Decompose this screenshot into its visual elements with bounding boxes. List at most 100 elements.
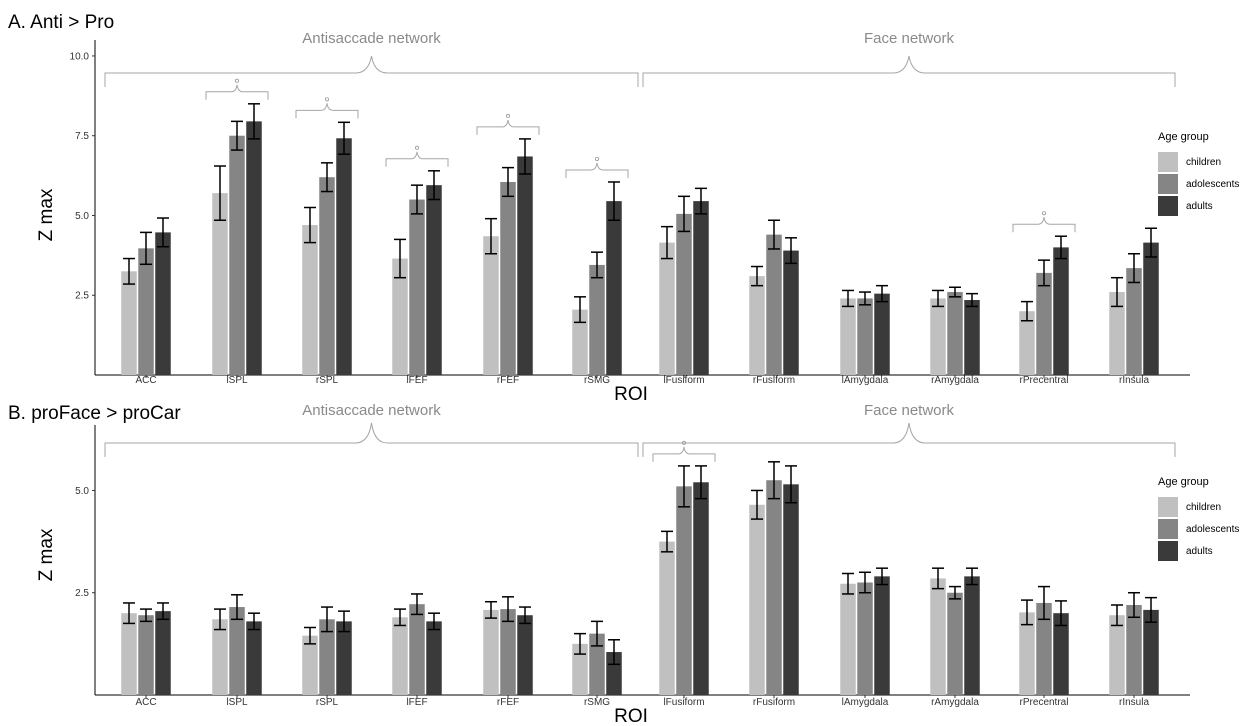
panel-a-bar-children-rAmygdala [930,298,946,375]
panel-b-legend-label-adults: adults [1186,546,1213,557]
panel-a-significance-bracket [295,103,359,119]
panel-b-legend-label-adolescents: adolescents [1186,524,1239,535]
panel-a-bar-adolescents-ACC [138,248,154,375]
panel-a-bar-adolescents-rPrecentral [1036,272,1052,375]
panel-a-bar-adolescents-lAmygdala [857,298,873,375]
panel-b-bar-adolescents-lFEF [409,604,425,695]
panel-b-y-tick-label: 5.0 [75,486,89,497]
panel-a-bar-adolescents-lFusiform [676,213,692,375]
panel-a-legend-title: Age group [1158,131,1209,143]
panel-a-y-tick-label: 7.5 [75,131,89,142]
panel-a-bar-adolescents-rSMG [589,264,605,375]
panel-b-bar-children-lSPL [212,619,228,695]
panel-a-bar-adults-lFusiform [693,201,709,375]
panel-a-bar-children-rFEF [483,236,499,375]
panel-a-significance-marker [324,97,329,102]
panel-b-group-bracket [642,422,1176,457]
panel-a-bar-children-lAmygdala [840,298,856,375]
panel-a-x-tick-label-rAmygdala: rAmygdala [931,375,979,386]
panel-b-bar-adolescents-lSPL [229,607,245,695]
panel-b-group-bracket [104,422,639,457]
panel-b-x-tick-label-lFEF: lFEF [406,697,427,708]
panel-a-bar-adults-rInsula [1143,242,1159,375]
panel-a-legend: Age group children adolescents adults [1158,131,1239,216]
panel-a-bar-adults-rAmygdala [964,300,980,375]
panel-a-bar-adolescents-lSPL [229,135,245,375]
panel-a-x-tick-label-rSMG: rSMG [584,375,610,386]
panel-b-x-tick-label-rAmygdala: rAmygdala [931,697,979,708]
panel-a-bar-children-rInsula [1109,292,1125,375]
panel-a-y-tick-label: 5.0 [75,211,89,222]
panel-b-bar-adolescents-rSPL [319,619,335,695]
panel-a-bar-children-lSPL [212,193,228,375]
panel-a-title: A. Anti > Pro [8,12,114,33]
panel-b-bar-adults-rInsula [1143,609,1159,695]
panel-b-bar-children-lAmygdala [840,583,856,695]
panel-b-legend-title: Age group [1158,476,1209,488]
panel-b-bar-adults-lSPL [246,621,262,695]
panel-a-legend-key-children [1158,152,1178,172]
panel-a-bar-adults-lAmygdala [874,293,890,375]
panel-a-x-tick-label-ACC: ACC [135,375,156,386]
panel-a-significance-marker [414,145,419,150]
panel-a-legend-label-adults: adults [1186,201,1213,212]
panel-b-bar-children-rAmygdala [930,578,946,695]
panel-b-legend-key-adults [1158,541,1178,561]
panel-a-plot-area: 2.5 5.0 7.5 10.0 ACC lSPL rSPL lFEF rFEF rSMG lFus… [70,30,1190,386]
panel-b-legend-key-adolescents [1158,519,1178,539]
panel-b-bar-children-rSMG [572,643,588,695]
panel-b-bar-adolescents-rSMG [589,633,605,695]
panel-b-bar-adolescents-rPrecentral [1036,602,1052,695]
panel-a-x-tick-label-rInsula: rInsula [1119,375,1149,386]
panel-b-bar-children-rFEF [483,609,499,695]
panel-b-bar-children-rInsula [1109,615,1125,695]
panel-b-legend: Age group children adolescents adults [1158,476,1239,561]
panel-a-x-tick-label-lAmygdala: lAmygdala [842,375,889,386]
panel-a-legend-label-children: children [1186,157,1221,168]
panel-a-bar-adolescents-lFEF [409,199,425,375]
panel-a-x-tick-label-rFEF: rFEF [497,375,519,386]
panel-a-significance-bracket [565,162,629,178]
panel-a-bar-adolescents-rFusiform [766,234,782,375]
panel-a-bar-children-ACC [121,271,137,375]
panel-a-bar-adults-rSPL [336,138,352,375]
panel-a-significance-marker [595,156,600,161]
panel-b-bar-adults-lFusiform [693,482,709,695]
panel-a-x-tick-label-rPrecentral: rPrecentral [1020,375,1069,386]
panel-b-bar-adults-ACC [155,611,171,695]
panel-b-x-tick-label-lAmygdala: lAmygdala [842,697,889,708]
panel-a-significance-bracket [1012,217,1076,233]
panel-b-significance-marker [682,440,687,445]
panel-b-bar-children-lFusiform [659,541,675,695]
panel-b-legend-label-children: children [1186,502,1221,513]
panel-b-x-tick-label-rSMG: rSMG [584,697,610,708]
panel-b-title: B. proFace > proCar [8,403,181,424]
panel-a-bar-adolescents-rInsula [1126,268,1142,375]
panel-b-x-tick-label-rPrecentral: rPrecentral [1020,697,1069,708]
panel-b-bar-children-rFusiform [749,504,765,695]
panel-a-y-axis-title: Z max [36,188,57,241]
panel-b-x-tick-label-lFusiform: lFusiform [663,697,704,708]
panel-a-group-label: Face network [864,30,955,47]
panel-a-x-tick-label-rSPL: rSPL [316,375,339,386]
panel-b-significance-bracket [652,446,716,462]
panel-a-significance-bracket [476,119,540,135]
panel-a-x-tick-label-lSPL: lSPL [226,375,248,386]
panel-a: A. Anti > Pro Z max ROI 2.5 5.0 7.5 10.0 ACC… [8,12,1190,405]
panel-b-bar-adolescents-rInsula [1126,605,1142,695]
panel-a-significance-marker [1042,211,1047,216]
panel-b-bar-adults-rPrecentral [1053,613,1069,695]
panel-b-bar-adolescents-lAmygdala [857,582,873,695]
panel-b-bar-adults-lFEF [426,621,442,695]
panel-b-bar-children-ACC [121,613,137,695]
panel-a-group-bracket [642,55,1176,87]
panel-b-bar-children-rPrecentral [1019,612,1035,695]
panel-a-bar-children-rFusiform [749,276,765,375]
panel-a-bar-adults-rSMG [606,201,622,375]
panel-a-bar-children-rPrecentral [1019,311,1035,375]
panel-a-significance-marker [505,113,510,118]
panel-b-x-tick-label-rSPL: rSPL [316,697,339,708]
panel-a-legend-key-adults [1158,196,1178,216]
panel-b-bar-adults-rFEF [517,615,533,695]
